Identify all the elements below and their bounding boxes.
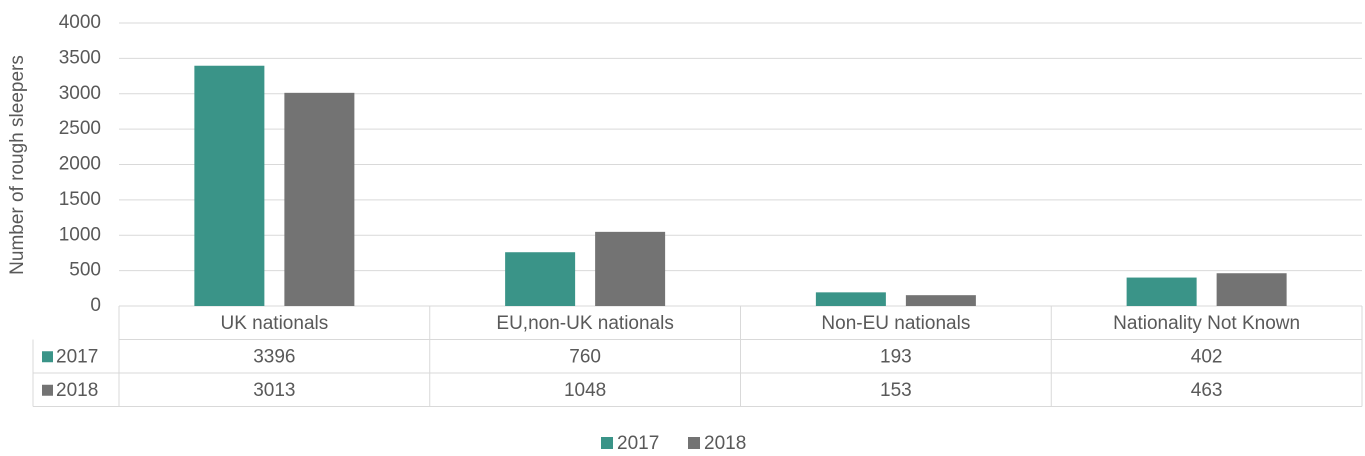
legend-key (601, 437, 613, 449)
table-value: 3013 (253, 380, 295, 401)
x-tick-label: Nationality Not Known (1113, 313, 1300, 334)
y-tick-label: 3000 (59, 83, 101, 104)
bar (1126, 277, 1197, 306)
x-tick-label: EU,non-UK nationals (496, 313, 673, 334)
table-value: 153 (880, 380, 912, 401)
bar (1216, 273, 1287, 306)
y-tick-label: 1500 (59, 189, 101, 210)
y-tick-label: 3500 (59, 47, 101, 68)
table-legend-key (42, 351, 53, 363)
table-value: 3396 (253, 346, 295, 367)
table-value: 463 (1191, 380, 1223, 401)
table-series-name: 2018 (56, 380, 98, 401)
legend-key (688, 437, 700, 449)
legend-label: 2018 (704, 433, 746, 454)
y-tick-label: 2000 (59, 154, 101, 175)
y-tick-label: 500 (69, 260, 101, 281)
legend-label: 2017 (617, 433, 659, 454)
table-value: 402 (1191, 346, 1223, 367)
table-series-name: 2017 (56, 346, 98, 367)
y-tick-label: 2500 (59, 118, 101, 139)
bar (815, 292, 886, 306)
x-tick-label: UK nationals (221, 313, 329, 334)
y-tick-label: 0 (90, 295, 101, 316)
table-value: 1048 (564, 380, 606, 401)
table-legend-key (42, 384, 53, 396)
bar (505, 252, 576, 306)
y-tick-label: 1000 (59, 224, 101, 245)
bar (194, 65, 265, 306)
y-tick-label: 4000 (59, 12, 101, 33)
y-axis-label: Number of rough sleepers (7, 55, 28, 275)
x-tick-label: Non-EU nationals (821, 313, 970, 334)
table-value: 193 (880, 346, 912, 367)
bar (595, 231, 666, 306)
bar (905, 295, 976, 306)
bar (284, 92, 355, 306)
table-value: 760 (569, 346, 601, 367)
